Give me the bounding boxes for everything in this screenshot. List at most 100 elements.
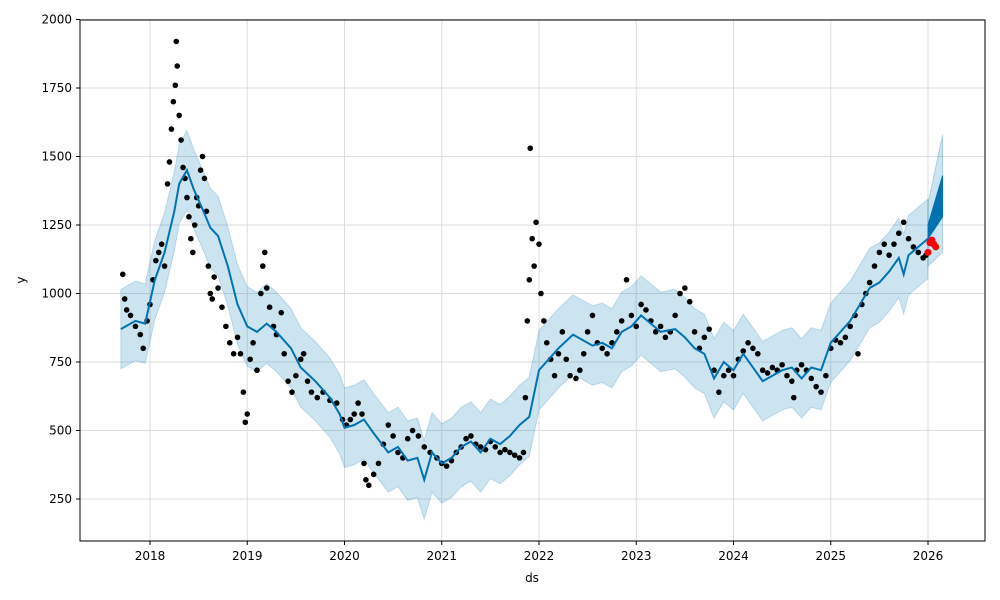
- observed-point: [497, 449, 503, 456]
- observed-point: [573, 375, 579, 382]
- observed-point: [516, 455, 523, 461]
- observed-point: [375, 460, 382, 467]
- observed-point: [370, 471, 377, 478]
- observed-point: [730, 372, 737, 379]
- observed-point: [263, 285, 270, 291]
- observed-point: [818, 389, 824, 395]
- observed-point: [686, 298, 693, 305]
- observed-point: [886, 252, 892, 258]
- observed-point: [390, 433, 396, 439]
- observed-point: [784, 372, 790, 379]
- observed-point: [289, 389, 295, 395]
- observed-point: [173, 38, 180, 45]
- observed-point: [355, 400, 361, 406]
- observed-point: [711, 367, 717, 374]
- observed-point: [662, 334, 669, 341]
- observed-point: [563, 356, 570, 363]
- y-tick-label: 1500: [41, 150, 72, 164]
- observed-point: [915, 249, 922, 256]
- x-tick-label: 2025: [815, 549, 846, 563]
- observed-point: [468, 433, 474, 439]
- observed-point: [230, 350, 237, 357]
- y-tick-label: 2000: [41, 13, 72, 27]
- observed-point: [677, 290, 683, 297]
- observed-point: [559, 329, 566, 335]
- observed-point: [764, 370, 771, 376]
- observed-point: [798, 361, 805, 368]
- observed-point: [614, 329, 620, 335]
- observed-point: [201, 175, 208, 182]
- observed-point: [168, 126, 175, 132]
- observed-point: [359, 411, 365, 417]
- observed-point: [755, 350, 761, 357]
- observed-point: [538, 290, 544, 297]
- observed-point: [308, 389, 315, 395]
- observed-point: [555, 350, 562, 357]
- observed-point: [633, 323, 640, 330]
- observed-point: [463, 435, 469, 442]
- observed-point: [725, 367, 732, 374]
- observed-point: [172, 82, 179, 89]
- observed-point: [174, 63, 181, 69]
- observed-point: [188, 235, 194, 242]
- y-tick-label: 250: [49, 492, 72, 506]
- observed-point: [247, 356, 253, 363]
- observed-point: [314, 394, 321, 401]
- observed-point: [333, 400, 340, 406]
- x-tick-label: 2024: [718, 549, 749, 563]
- observed-point: [161, 263, 168, 269]
- observed-point: [223, 323, 229, 330]
- observed-point: [395, 449, 401, 456]
- observed-point: [905, 235, 912, 242]
- actual-test-point: [924, 248, 932, 256]
- observed-point: [121, 296, 128, 302]
- observed-point: [682, 285, 688, 291]
- observed-point: [219, 304, 225, 311]
- x-tick-label: 2023: [621, 549, 652, 563]
- observed-point: [153, 257, 159, 264]
- observed-point: [155, 249, 162, 256]
- observed-point: [628, 312, 635, 319]
- observed-point: [197, 167, 204, 173]
- uncertainty-band: [120, 129, 929, 522]
- observed-point: [404, 435, 411, 442]
- observed-point: [209, 296, 216, 302]
- observed-point: [529, 235, 535, 242]
- observed-point: [244, 411, 251, 417]
- y-tick-label: 1250: [41, 218, 72, 232]
- observed-point: [293, 372, 299, 379]
- observed-point: [178, 137, 184, 143]
- observed-point: [584, 329, 591, 335]
- observed-point: [237, 350, 244, 357]
- observed-point: [740, 348, 747, 354]
- x-tick-label: 2021: [426, 549, 457, 563]
- actual-test-points: [924, 236, 940, 256]
- y-axis-label: y: [14, 276, 28, 283]
- observed-point: [234, 334, 241, 341]
- observed-point: [577, 367, 583, 374]
- observed-point: [170, 98, 177, 105]
- observed-point: [531, 263, 537, 269]
- observed-point: [477, 444, 484, 450]
- observed-point: [409, 427, 416, 434]
- observed-point: [123, 307, 130, 313]
- observed-point: [813, 383, 819, 390]
- observed-point: [415, 433, 422, 439]
- observed-point: [184, 194, 190, 201]
- observed-point: [300, 350, 307, 357]
- x-tick-label: 2018: [135, 549, 166, 563]
- observed-point: [652, 329, 659, 335]
- observed-point: [211, 274, 217, 280]
- x-axis-label: ds: [525, 571, 539, 585]
- observed-point: [492, 444, 499, 450]
- observed-point: [720, 372, 727, 379]
- observed-point: [191, 222, 198, 228]
- observed-point: [366, 482, 372, 489]
- observed-point: [281, 350, 288, 357]
- observed-point: [166, 159, 173, 165]
- observed-point: [866, 279, 873, 286]
- x-axis: 2018 2019 2020 2021 2022 2023 2024 2025 2026: [135, 541, 943, 563]
- observed-point: [351, 411, 358, 417]
- observed-point: [706, 326, 712, 332]
- observed-point: [623, 277, 630, 283]
